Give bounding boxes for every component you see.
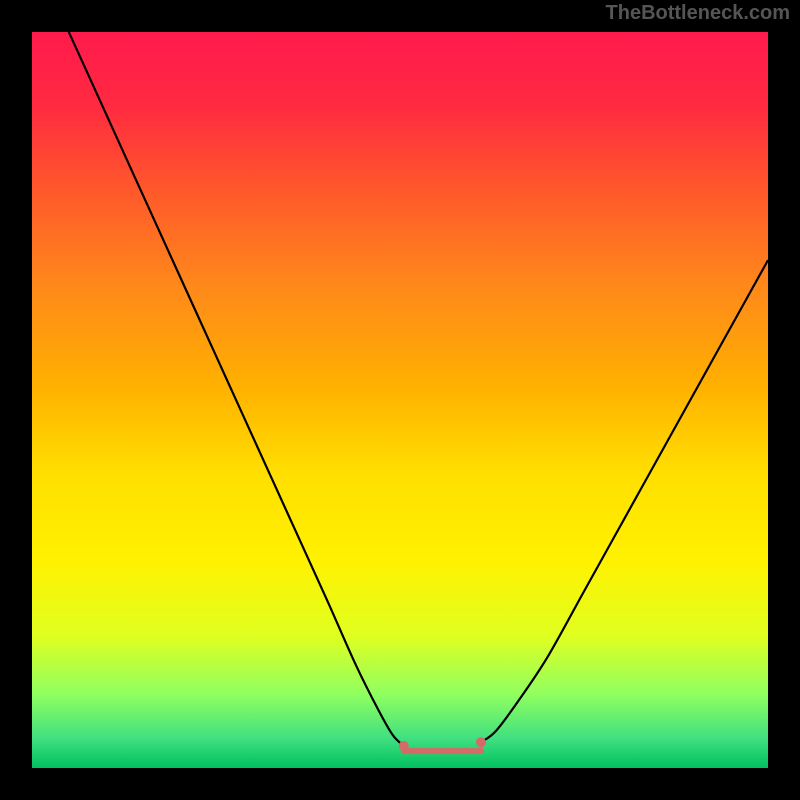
optimal-range-bump: [432, 748, 437, 753]
optimal-range-bump: [463, 748, 468, 753]
watermark-text: TheBottleneck.com: [606, 2, 790, 25]
bottleneck-curve-svg: [32, 32, 768, 768]
optimal-range-right-dot: [476, 737, 486, 747]
optimal-range-bump: [478, 748, 483, 753]
optimal-range-bump: [448, 748, 453, 753]
chart-container: TheBottleneck.com: [0, 0, 800, 800]
gradient-background: [32, 32, 768, 768]
optimal-range-bump: [417, 748, 422, 753]
plot-area: [32, 32, 768, 768]
optimal-range-left-dot: [399, 741, 409, 751]
